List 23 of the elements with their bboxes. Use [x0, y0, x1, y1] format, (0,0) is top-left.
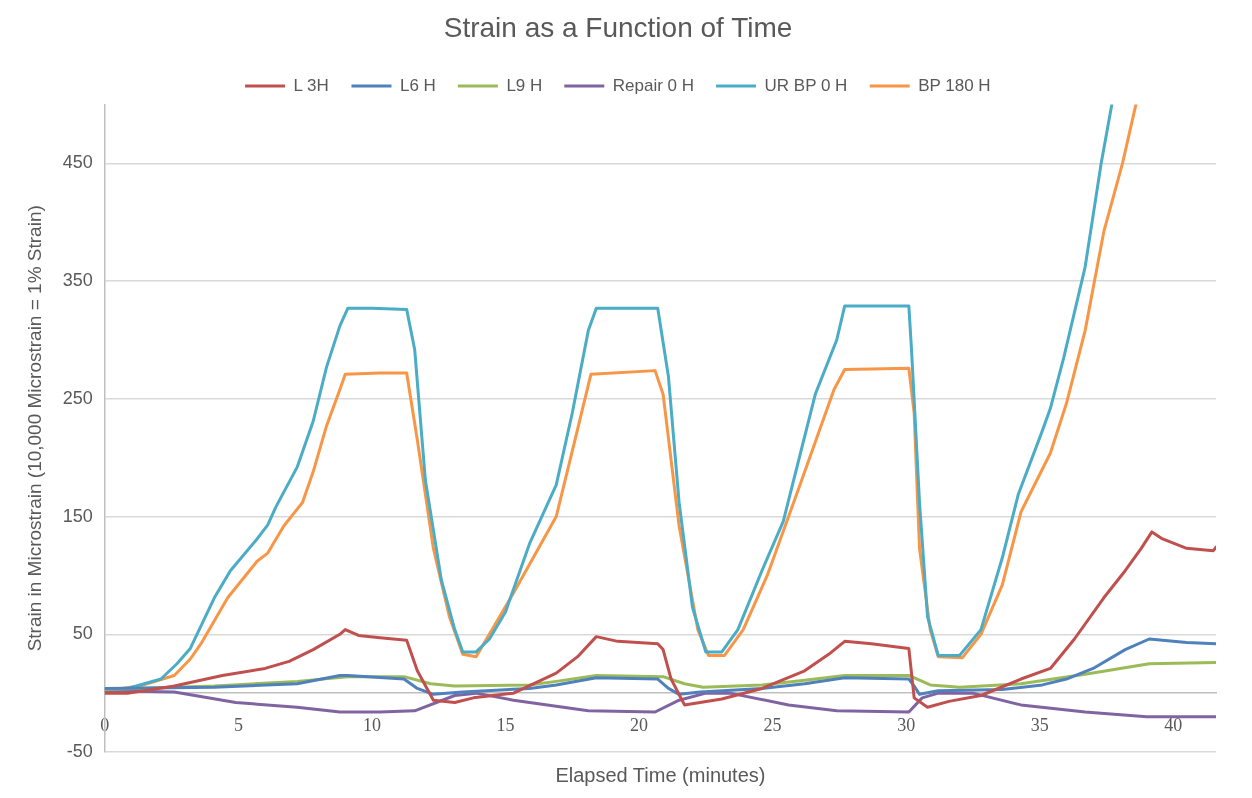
y-tick-label: 350	[62, 270, 93, 291]
x-tick-label: 30	[897, 714, 916, 735]
x-tick-label: 10	[362, 714, 381, 735]
legend-label: L 3H	[293, 75, 329, 95]
legend-label: UR BP 0 H	[764, 75, 848, 95]
x-tick-label: 15	[496, 714, 515, 735]
legend-label: L6 H	[399, 75, 436, 95]
x-tick-label: 40	[1164, 714, 1183, 735]
x-axis-title: Elapsed Time (minutes)	[555, 763, 766, 786]
chart-title: Strain as a Function of Time	[443, 11, 793, 43]
y-tick-label: 50	[72, 623, 93, 644]
y-axis-title: Strain in Microstrain (10,000 Microstrain = 1% Strain)	[23, 205, 45, 652]
x-tick-label: 35	[1030, 714, 1049, 735]
y-tick-label: 150	[62, 505, 93, 526]
y-tick-label: 450	[62, 152, 93, 173]
y-tick-label: 250	[62, 387, 93, 408]
legend-label: Repair 0 H	[612, 75, 695, 95]
legend-label: L9 H	[506, 75, 543, 95]
legend-label: BP 180 H	[918, 75, 991, 95]
x-tick-label: 20	[630, 714, 649, 735]
x-tick-label: 25	[763, 714, 782, 735]
y-tick-label: -50	[66, 740, 93, 761]
x-tick-label: 5	[233, 714, 243, 735]
